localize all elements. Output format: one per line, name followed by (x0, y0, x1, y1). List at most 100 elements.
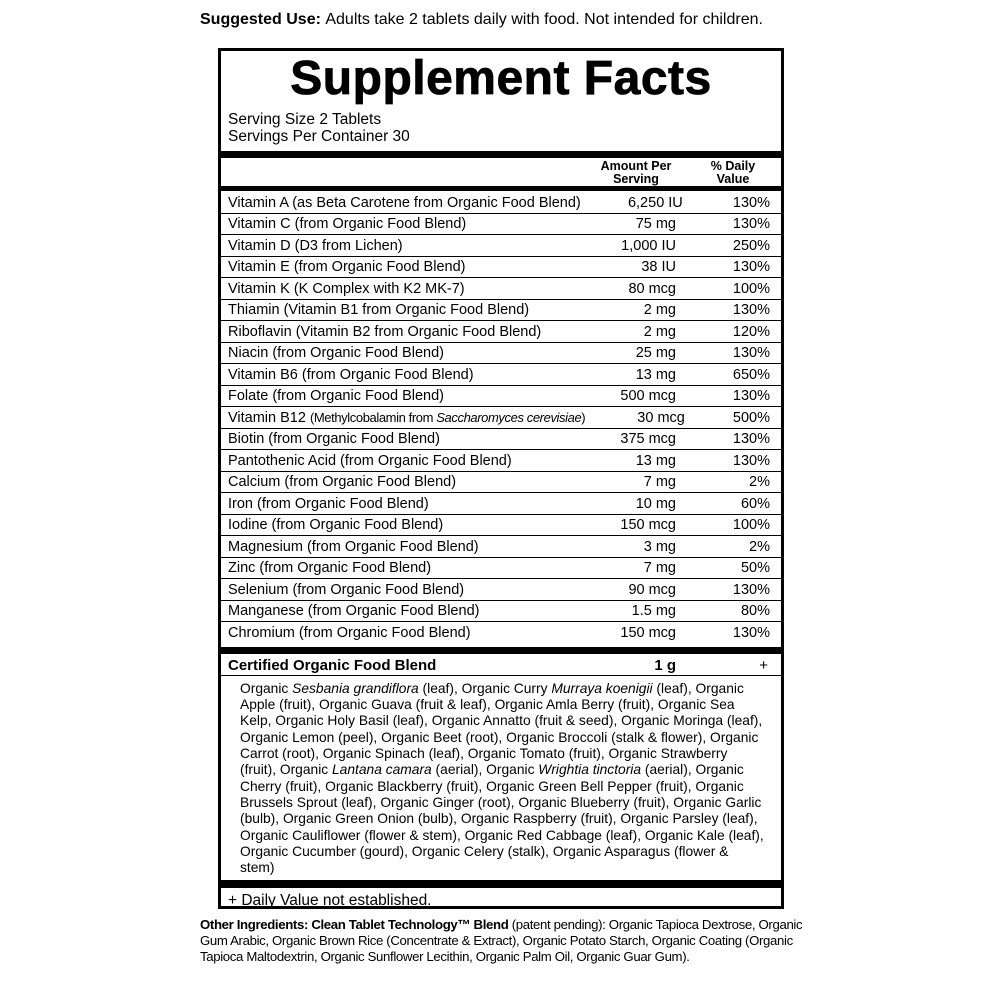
supplement-facts-panel: Supplement Facts Serving Size 2 Tablets … (218, 48, 784, 909)
nutrient-amount: 1,000 IU (621, 237, 676, 254)
nutrient-amount: 30 mcg (637, 409, 685, 426)
nutrient-daily-value: 650% (732, 366, 770, 383)
nutrient-daily-value: 80% (740, 603, 770, 619)
nutrient-rows: Vitamin A (as Beta Carotene from Organic… (221, 191, 781, 643)
table-row: Vitamin D (D3 from Lichen) 1,000 IU 250% (221, 234, 781, 256)
suggested-use-text: Suggested Use: Adults take 2 tablets dai… (200, 11, 763, 28)
nutrient-name: Selenium (from Organic Food Blend) (228, 581, 465, 598)
nutrient-name: Iron (from Organic Food Blend) (228, 495, 429, 512)
table-row: Chromium (from Organic Food Blend) 150 m… (221, 621, 781, 643)
table-row: Zinc (from Organic Food Blend) 7 mg 50% (221, 556, 781, 579)
table-row: Riboflavin (Vitamin B2 from Organic Food… (221, 320, 781, 342)
panel-title: Supplement Facts (290, 52, 712, 105)
nutrient-amount: 75 mg (635, 216, 676, 232)
nutrient-amount: 38 IU (641, 259, 676, 275)
table-row: Vitamin A (as Beta Carotene from Organic… (221, 191, 781, 213)
table-row: Vitamin K (K Complex with K2 MK-7) 80 mc… (221, 277, 781, 299)
nutrient-amount: 3 mg (643, 538, 676, 555)
nutrient-daily-value: 60% (740, 495, 770, 512)
divider-thick-under-headers (221, 186, 781, 191)
nutrient-amount: 90 mcg (628, 581, 676, 598)
nutrient-amount: 10 mg (635, 495, 676, 512)
table-row: Thiamin (Vitamin B1 from Organic Food Bl… (221, 298, 781, 321)
nutrient-amount: 2 mg (643, 323, 676, 340)
nutrient-name: Vitamin B6 (from Organic Food Blend) (228, 366, 474, 383)
nutrient-daily-value: 130% (732, 345, 770, 361)
nutrient-name: Magnesium (from Organic Food Blend) (228, 538, 479, 555)
nutrient-name: Thiamin (Vitamin B1 from Organic Food Bl… (228, 302, 530, 318)
serving-size: Serving Size 2 Tablets (228, 111, 382, 128)
nutrient-amount: 150 mcg (620, 624, 676, 641)
nutrient-amount: 80 mcg (628, 280, 676, 297)
other-ingredients-text: Other Ingredients: Clean Tablet Technolo… (200, 917, 803, 965)
nutrient-daily-value: 2% (749, 474, 770, 490)
nutrient-name: Biotin (from Organic Food Blend) (228, 431, 440, 447)
blend-row: Certified Organic Food Blend 1 g + (221, 654, 781, 676)
divider-thick-top (221, 151, 781, 158)
nutrient-amount: 7 mg (643, 560, 676, 576)
table-row: Vitamin E (from Organic Food Blend) 38 I… (221, 255, 781, 278)
nutrient-daily-value: 130% (732, 452, 770, 469)
nutrient-daily-value: 130% (732, 624, 770, 641)
nutrient-name: Pantothenic Acid (from Organic Food Blen… (228, 452, 512, 469)
table-row: Manganese (from Organic Food Blend) 1.5 … (221, 599, 781, 622)
table-row: Vitamin B12 (Methylcobalamin from Saccha… (221, 406, 781, 428)
divider-thick-bottom (221, 879, 781, 888)
nutrient-daily-value: 130% (732, 302, 770, 318)
nutrient-name: Zinc (from Organic Food Blend) (228, 560, 432, 576)
nutrient-daily-value: 130% (732, 388, 770, 404)
blend-ingredients-text: Organic Sesbania grandiflora (leaf), Org… (240, 680, 764, 876)
nutrient-daily-value: 130% (732, 431, 770, 447)
nutrient-amount: 2 mg (643, 302, 676, 318)
serving-info: Serving Size 2 Tablets Servings Per Cont… (221, 111, 781, 145)
table-row: Biotin (from Organic Food Blend) 375 mcg… (221, 427, 781, 450)
nutrient-daily-value: 50% (740, 560, 770, 576)
table-row: Pantothenic Acid (from Organic Food Blen… (221, 449, 781, 471)
nutrient-name: Niacin (from Organic Food Blend) (228, 345, 444, 361)
table-row: Vitamin C (from Organic Food Blend) 75 m… (221, 212, 781, 235)
table-row: Folate (from Organic Food Blend) 500 mcg… (221, 384, 781, 407)
nutrient-daily-value: 2% (749, 538, 770, 555)
nutrient-name: Chromium (from Organic Food Blend) (228, 624, 471, 641)
nutrient-daily-value: 100% (732, 280, 770, 297)
column-header-amount: Amount Per Serving (600, 159, 672, 186)
blend-daily-value: + (759, 656, 768, 674)
table-row: Magnesium (from Organic Food Blend) 3 mg… (221, 535, 781, 557)
nutrient-name: Vitamin E (from Organic Food Blend) (228, 259, 466, 275)
nutrient-amount: 13 mg (635, 452, 676, 469)
nutrient-daily-value: 100% (732, 517, 770, 533)
nutrient-daily-value: 130% (732, 216, 770, 232)
nutrient-name: Vitamin K (K Complex with K2 MK-7) (228, 280, 465, 297)
nutrient-daily-value: 130% (732, 581, 770, 598)
nutrient-name: Vitamin D (D3 from Lichen) (228, 237, 403, 254)
nutrient-name: Vitamin B12 (Methylcobalamin from Saccha… (228, 409, 586, 426)
nutrient-amount: 150 mcg (620, 517, 676, 533)
nutrient-amount: 13 mg (635, 366, 676, 383)
nutrient-daily-value: 250% (732, 237, 770, 254)
blend-amount: 1 g (654, 656, 676, 674)
table-row: Selenium (from Organic Food Blend) 90 mc… (221, 578, 781, 600)
nutrient-daily-value: 130% (732, 194, 770, 211)
nutrient-daily-value: 120% (732, 323, 770, 340)
table-row: Vitamin B6 (from Organic Food Blend) 13 … (221, 363, 781, 385)
nutrient-daily-value: 500% (732, 409, 770, 426)
table-row: Iodine (from Organic Food Blend) 150 mcg… (221, 513, 781, 536)
table-row: Niacin (from Organic Food Blend) 25 mg 1… (221, 341, 781, 364)
servings-per-container: Servings Per Container 30 (228, 128, 410, 145)
nutrient-name: Manganese (from Organic Food Blend) (228, 603, 480, 619)
nutrient-daily-value: 130% (732, 259, 770, 275)
nutrient-amount: 375 mcg (620, 431, 676, 447)
column-header-daily-value: % Daily Value (710, 159, 756, 186)
divider-thick-above-blend (221, 646, 781, 654)
nutrient-amount: 25 mg (635, 345, 676, 361)
nutrient-name: Calcium (from Organic Food Blend) (228, 474, 457, 490)
nutrient-amount: 7 mg (643, 474, 676, 490)
daily-value-footnote: + Daily Value not established. (228, 891, 432, 909)
nutrient-amount: 1.5 mg (631, 603, 676, 619)
table-row: Iron (from Organic Food Blend) 10 mg 60% (221, 492, 781, 514)
nutrient-amount: 500 mcg (620, 388, 676, 404)
nutrient-name: Folate (from Organic Food Blend) (228, 388, 444, 404)
table-row: Calcium (from Organic Food Blend) 7 mg 2… (221, 470, 781, 493)
nutrient-name: Iodine (from Organic Food Blend) (228, 517, 444, 533)
nutrient-name: Vitamin A (as Beta Carotene from Organic… (228, 194, 581, 211)
